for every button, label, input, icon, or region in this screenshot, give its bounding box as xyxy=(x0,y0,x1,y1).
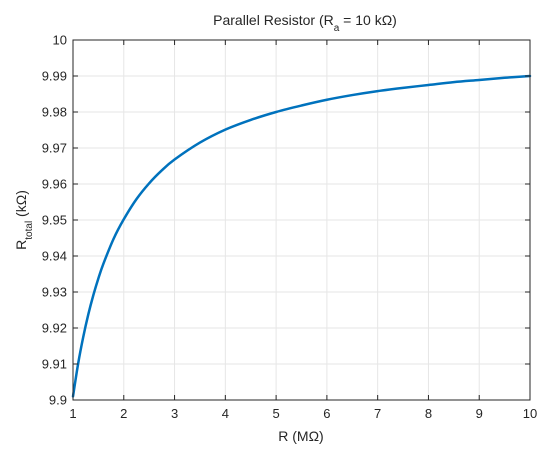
chart-title-subscript: a xyxy=(334,23,340,34)
x-tick-label: 2 xyxy=(120,406,127,421)
chart-title-suffix: = 10 kΩ) xyxy=(339,12,397,28)
x-tick-label: 8 xyxy=(425,406,432,421)
x-tick-label: 9 xyxy=(476,406,483,421)
y-tick-label: 10 xyxy=(53,33,67,48)
y-tick-label: 9.97 xyxy=(42,141,67,156)
y-axis-label: Rtotal (kΩ) xyxy=(13,190,35,250)
x-tick-labels: 1 2 3 4 5 6 7 8 9 10 xyxy=(69,406,537,421)
chart-title-prefix: Parallel Resistor (R xyxy=(213,12,334,28)
y-tick-labels: 9.9 9.91 9.92 9.93 9.94 9.95 9.96 9.97 9.98 9.99 1… xyxy=(42,33,67,408)
x-axis-label: R (MΩ) xyxy=(278,428,323,444)
x-tick-label: 6 xyxy=(323,406,330,421)
y-tick-label: 9.95 xyxy=(42,213,67,228)
y-tick-label: 9.99 xyxy=(42,69,67,84)
x-tick-label: 5 xyxy=(272,406,279,421)
x-tick-label: 10 xyxy=(523,406,537,421)
x-tick-label: 7 xyxy=(374,406,381,421)
y-tick-label: 9.93 xyxy=(42,285,67,300)
tick-marks xyxy=(72,39,531,401)
y-tick-label: 9.92 xyxy=(42,321,67,336)
y-tick-label: 9.94 xyxy=(42,249,67,264)
y-axis-label-prefix: R xyxy=(13,240,29,250)
plot-area xyxy=(71,74,532,398)
y-tick-label: 9.98 xyxy=(42,105,67,120)
y-tick-label: 9.91 xyxy=(42,357,67,372)
chart-title: Parallel Resistor (Ra = 10 kΩ) xyxy=(213,12,397,34)
y-tick-label: 9.9 xyxy=(49,393,67,408)
x-tick-label: 3 xyxy=(171,406,178,421)
grid xyxy=(72,39,531,401)
y-axis-label-subscript: total xyxy=(24,221,35,240)
y-axis-label-suffix: (kΩ) xyxy=(13,190,29,221)
x-tick-label: 1 xyxy=(69,406,76,421)
y-tick-label: 9.96 xyxy=(42,177,67,192)
series-line xyxy=(71,74,532,398)
x-tick-label: 4 xyxy=(222,406,229,421)
